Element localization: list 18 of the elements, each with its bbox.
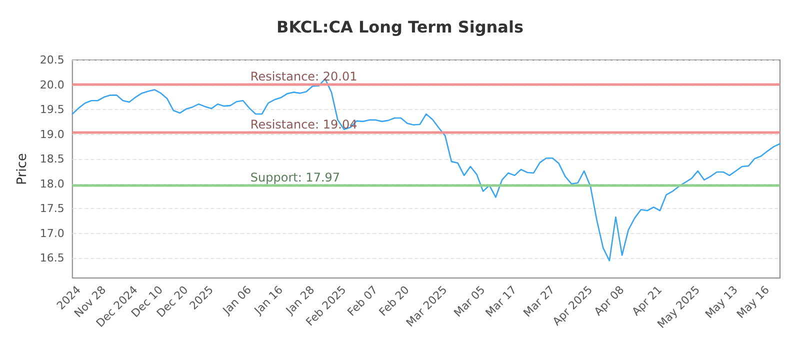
x-tick-label: Jan 16 — [251, 283, 286, 318]
y-tick-label: 20.5 — [40, 54, 64, 66]
y-tick-label: 20.0 — [40, 78, 64, 92]
y-tick-label: 17.5 — [40, 202, 64, 216]
y-tick-label: 19.5 — [40, 103, 64, 116]
chart-title: BKCL:CA Long Term Signals — [276, 18, 524, 36]
y-tick-label: 18.5 — [40, 152, 64, 166]
x-tick-label: Mar 17 — [483, 283, 520, 320]
y-tick-label: 19.0 — [40, 128, 64, 141]
ref-line-label: Support: 17.97 — [250, 170, 340, 184]
x-tick-label: Apr 21 — [630, 283, 665, 318]
y-axis-title: Price — [15, 153, 30, 185]
ref-line-label: Resistance: 20.01 — [250, 69, 358, 84]
x-tick-label: Apr 08 — [592, 283, 627, 318]
y-tick-label: 17.0 — [40, 226, 64, 240]
y-tick-label: 18.0 — [40, 177, 64, 190]
x-tick-label: Jan 06 — [220, 283, 254, 318]
y-tick-label: 16.5 — [40, 252, 64, 265]
